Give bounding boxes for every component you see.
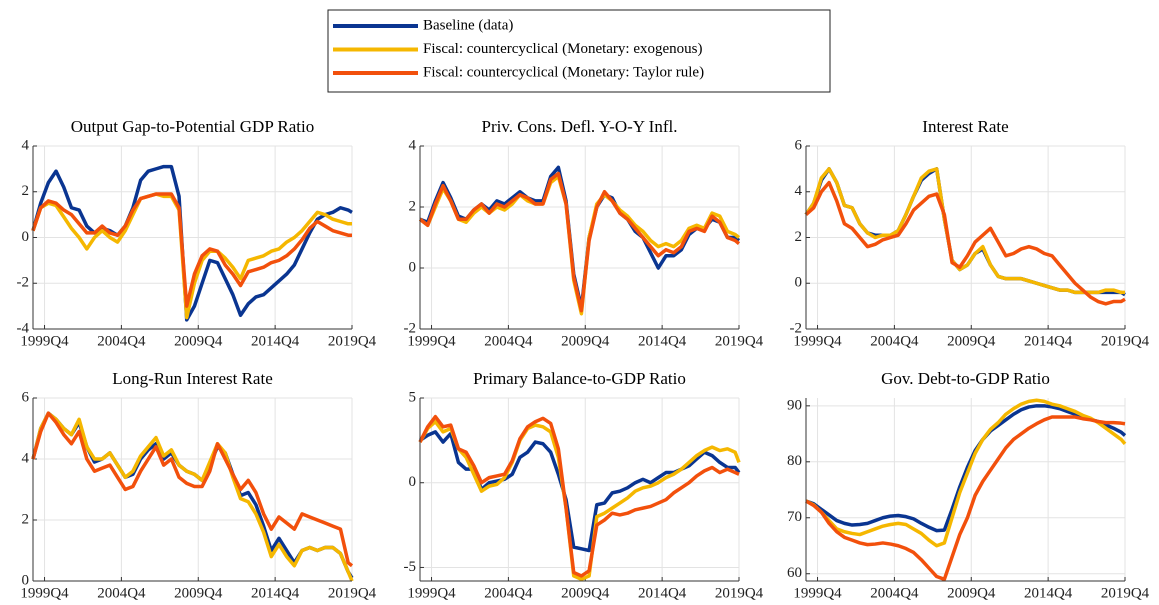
legend-label: Fiscal: countercyclical (Monetary: Taylo… xyxy=(423,64,704,80)
y-tick-label: 6 xyxy=(795,137,803,153)
x-tick-label: 2014Q4 xyxy=(638,333,687,349)
y-tick-label: 6 xyxy=(22,389,30,405)
y-tick-label: 4 xyxy=(22,450,30,466)
y-tick-label: 4 xyxy=(22,137,30,153)
chart-title: Long-Run Interest Rate xyxy=(112,369,273,388)
y-tick-label: 2 xyxy=(22,183,30,199)
y-tick-label: 0 xyxy=(409,259,417,275)
y-tick-label: 5 xyxy=(409,389,417,405)
x-tick-label: 2014Q4 xyxy=(1024,333,1073,349)
y-tick-label: 0 xyxy=(409,474,417,490)
chart-title: Interest Rate xyxy=(922,117,1008,136)
x-tick-label: 2009Q4 xyxy=(947,333,996,349)
series-line xyxy=(31,192,352,320)
x-tick-label: 2009Q4 xyxy=(561,333,610,349)
series-line xyxy=(31,164,353,322)
x-tick-label: 1999Q4 xyxy=(407,585,456,601)
series-line xyxy=(418,174,741,316)
series-line xyxy=(804,167,1125,295)
x-tick-label: 1999Q4 xyxy=(793,585,842,601)
x-tick-label: 2009Q4 xyxy=(947,585,996,601)
series-line xyxy=(31,411,354,582)
x-tick-label: 2019Q4 xyxy=(328,333,377,349)
y-tick-label: 0 xyxy=(22,229,30,245)
chart-title: Gov. Debt-to-GDP Ratio xyxy=(881,369,1050,388)
x-tick-label: 1999Q4 xyxy=(20,585,69,601)
x-tick-label: 2004Q4 xyxy=(484,333,533,349)
x-tick-label: 2004Q4 xyxy=(870,585,919,601)
x-tick-label: 1999Q4 xyxy=(793,333,842,349)
x-tick-label: 2019Q4 xyxy=(1101,585,1150,601)
series-line xyxy=(418,414,740,578)
x-tick-label: 2014Q4 xyxy=(251,585,300,601)
series-line xyxy=(418,419,741,582)
y-tick-label: 60 xyxy=(787,565,802,581)
series-line xyxy=(31,411,354,568)
series-line xyxy=(805,398,1127,548)
x-tick-label: 2009Q4 xyxy=(174,585,223,601)
x-tick-label: 2019Q4 xyxy=(715,585,764,601)
chart-title: Priv. Cons. Defl. Y-O-Y Infl. xyxy=(482,117,678,136)
y-tick-label: 0 xyxy=(22,572,30,588)
legend-label: Fiscal: countercyclical (Monetary: exoge… xyxy=(423,41,703,57)
y-tick-label: 2 xyxy=(409,198,417,214)
x-tick-label: 2014Q4 xyxy=(251,333,300,349)
chart-title: Primary Balance-to-GDP Ratio xyxy=(473,369,686,388)
x-tick-label: 2004Q4 xyxy=(870,333,919,349)
x-tick-label: 2014Q4 xyxy=(1024,585,1073,601)
x-tick-label: 2009Q4 xyxy=(174,333,223,349)
y-tick-label: -2 xyxy=(790,320,803,336)
series-line xyxy=(805,404,1127,533)
series-line xyxy=(419,430,741,553)
y-tick-label: -4 xyxy=(17,320,30,336)
x-tick-label: 2019Q4 xyxy=(715,333,764,349)
y-tick-label: 0 xyxy=(795,275,803,291)
x-tick-label: 2019Q4 xyxy=(328,585,377,601)
legend-label: Baseline (data) xyxy=(423,17,513,33)
y-tick-label: 2 xyxy=(22,511,30,527)
series-line xyxy=(804,180,1126,306)
series-line xyxy=(31,192,352,308)
chart-title: Output Gap-to-Potential GDP Ratio xyxy=(71,117,315,136)
y-tick-label: 2 xyxy=(795,229,803,245)
x-tick-label: 2004Q4 xyxy=(484,585,533,601)
x-tick-label: 2004Q4 xyxy=(97,333,146,349)
y-tick-label: 90 xyxy=(787,397,802,413)
x-tick-label: 2004Q4 xyxy=(97,585,146,601)
x-tick-label: 1999Q4 xyxy=(20,333,69,349)
y-tick-label: 80 xyxy=(787,453,802,469)
series-line xyxy=(419,165,741,310)
series-line xyxy=(418,171,741,313)
x-tick-label: 2019Q4 xyxy=(1101,333,1150,349)
y-tick-label: -5 xyxy=(404,559,417,575)
y-tick-label: 4 xyxy=(795,183,803,199)
y-tick-label: 70 xyxy=(787,509,802,525)
x-tick-label: 1999Q4 xyxy=(407,333,456,349)
y-tick-label: -2 xyxy=(17,275,30,291)
series-line xyxy=(805,415,1126,582)
y-tick-label: 4 xyxy=(409,137,417,153)
x-tick-label: 2009Q4 xyxy=(561,585,610,601)
y-tick-label: -2 xyxy=(404,320,417,336)
x-tick-label: 2014Q4 xyxy=(638,585,687,601)
